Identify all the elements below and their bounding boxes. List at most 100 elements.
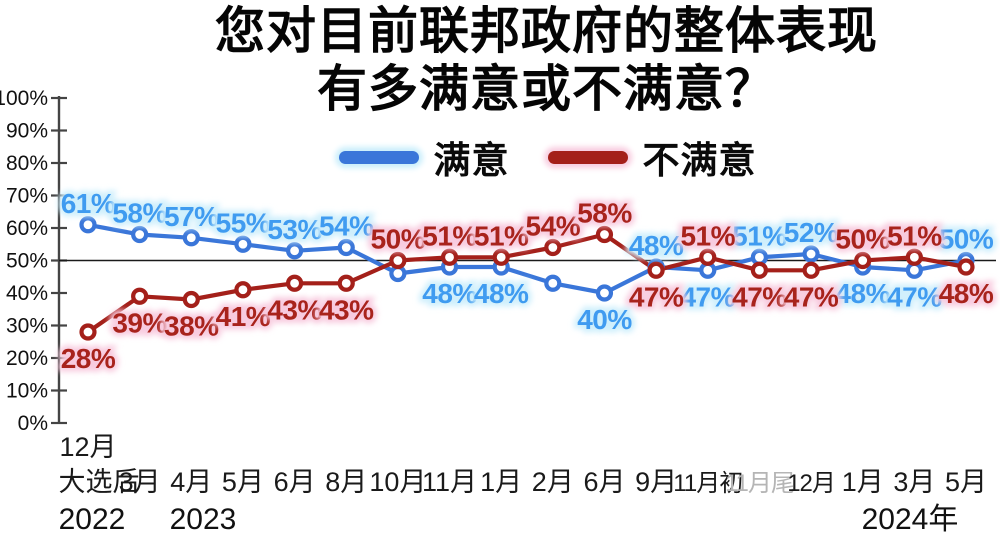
dissatisfied-point — [79, 323, 97, 341]
data-label-halo: 51% — [680, 220, 735, 251]
year-label: 2023 — [170, 503, 237, 536]
satisfied-point — [544, 274, 562, 292]
x-tick-label: 5月 — [945, 467, 987, 497]
data-label-halo: 47% — [784, 281, 839, 312]
y-tick-label: 60% — [6, 217, 48, 240]
dissatisfied-point — [337, 274, 355, 292]
data-label-halo: 55% — [216, 207, 271, 238]
x-tick-label: 10月 — [369, 467, 426, 497]
satisfied-data-label: 61% — [61, 188, 116, 219]
dissatisfied-data-label: 47% — [732, 281, 787, 312]
legend-label-dissatisfied: 不满意 — [642, 140, 757, 181]
data-label-halo: 50% — [371, 224, 426, 255]
dissatisfied-point — [234, 281, 252, 299]
x-tick-label: 11月尾 — [725, 470, 794, 497]
data-label-halo: 47% — [887, 281, 942, 312]
x-tick-label: 8月 — [325, 467, 367, 497]
y-tick-label: 100% — [0, 87, 48, 110]
satisfied-data-label: 48% — [629, 230, 684, 261]
dissatisfied-data-label: 48% — [939, 278, 994, 309]
data-label-halo: 48% — [474, 278, 529, 309]
y-tick-label: 80% — [6, 152, 48, 175]
data-label-halo: 54% — [526, 211, 581, 242]
dissatisfied-data-label: 51% — [422, 220, 477, 251]
x-tick-label: 11月 — [422, 467, 477, 497]
dissatisfied-point — [750, 261, 769, 279]
data-label-halo: 48% — [939, 278, 994, 309]
satisfied-line-swatch — [338, 150, 419, 164]
satisfied-point — [802, 245, 820, 263]
y-tick-label: 0% — [18, 412, 48, 435]
data-label-halo: 52% — [784, 217, 839, 248]
data-label-halo: 43% — [267, 294, 322, 325]
x-tick-label: 4月 — [170, 467, 212, 497]
x-tick-label: 1月 — [842, 467, 884, 497]
data-label-halo: 51% — [887, 220, 942, 251]
satisfied-point — [285, 242, 304, 260]
satisfied-data-label: 48% — [422, 278, 477, 309]
legend: 满意 不满意 — [95, 130, 1000, 184]
satisfied-data-label: 47% — [680, 281, 735, 312]
data-label-halo: 61% — [61, 188, 116, 219]
data-label-halo: 43% — [319, 294, 374, 325]
data-label-halo: 53% — [267, 214, 322, 245]
dissatisfied-point — [544, 238, 562, 257]
dissatisfied-data-label: 51% — [887, 220, 942, 251]
data-label-halo: 40% — [577, 304, 632, 335]
data-label-halo: 58% — [577, 198, 632, 229]
dissatisfied-point — [595, 225, 614, 244]
data-label-halo: 47% — [629, 281, 684, 312]
legend-item-dissatisfied: 不满意 — [547, 130, 757, 184]
satisfied-data-label: 53% — [267, 214, 322, 245]
x-tick-label-top: 12月 — [59, 432, 116, 462]
y-tick-label: 10% — [6, 380, 48, 403]
chart-title-line1: 您对目前联邦政府的整体表现 — [215, 3, 878, 59]
x-tick-label: 3月 — [119, 467, 161, 497]
dissatisfied-point — [131, 287, 149, 305]
x-tick-label: 12月 — [787, 470, 835, 497]
dissatisfied-data-label: 50% — [371, 224, 426, 255]
x-tick-label: 大选后 — [59, 467, 140, 497]
satisfied-data-label: 54% — [319, 211, 374, 242]
data-label-halo: 48% — [629, 230, 684, 261]
chart-title-line2: 有多满意或不满意？ — [317, 61, 776, 117]
x-tick-label: 11月初 — [673, 470, 742, 497]
satisfied-point — [79, 216, 97, 234]
dissatisfied-point — [285, 274, 304, 292]
y-tick-label: 70% — [6, 185, 48, 208]
dissatisfied-data-label: 41% — [216, 301, 271, 332]
data-label-halo: 50% — [939, 224, 994, 255]
satisfied-point — [337, 238, 355, 257]
dissatisfied-point — [854, 251, 872, 270]
y-tick-label: 30% — [6, 315, 48, 338]
dissatisfied-point — [440, 248, 459, 266]
data-label-halo: 39% — [112, 307, 167, 338]
legend-item-satisfied: 满意 — [338, 130, 510, 184]
satisfied-data-label: 58% — [112, 198, 167, 229]
satisfied-data-label: 52% — [784, 217, 839, 248]
data-label-halo: 51% — [732, 220, 787, 251]
dissatisfied-point — [182, 290, 200, 309]
data-label-halo: 48% — [422, 278, 477, 309]
x-tick-label: 5月 — [222, 467, 264, 497]
year-label: 2022 — [59, 503, 126, 536]
satisfied-data-label: 40% — [577, 304, 632, 335]
satisfied-data-label: 48% — [835, 278, 890, 309]
satisfied-data-label: 57% — [164, 201, 219, 232]
dissatisfied-data-label: 51% — [680, 220, 735, 251]
x-tick-label: 3月 — [893, 467, 935, 497]
data-label-halo: 47% — [732, 281, 787, 312]
dissatisfied-point — [647, 261, 665, 279]
data-label-halo: 28% — [61, 343, 116, 374]
dissatisfied-point — [389, 251, 407, 270]
dissatisfied-point — [802, 261, 820, 279]
satisfied-point — [595, 284, 614, 302]
dissatisfied-data-label: 54% — [526, 211, 581, 242]
satisfied-data-label: 55% — [216, 207, 271, 238]
x-tick-label: 9月 — [635, 467, 677, 497]
y-tick-label: 40% — [6, 282, 48, 305]
x-tick-label: 6月 — [583, 467, 625, 497]
year-label: 2024年 — [862, 503, 959, 536]
